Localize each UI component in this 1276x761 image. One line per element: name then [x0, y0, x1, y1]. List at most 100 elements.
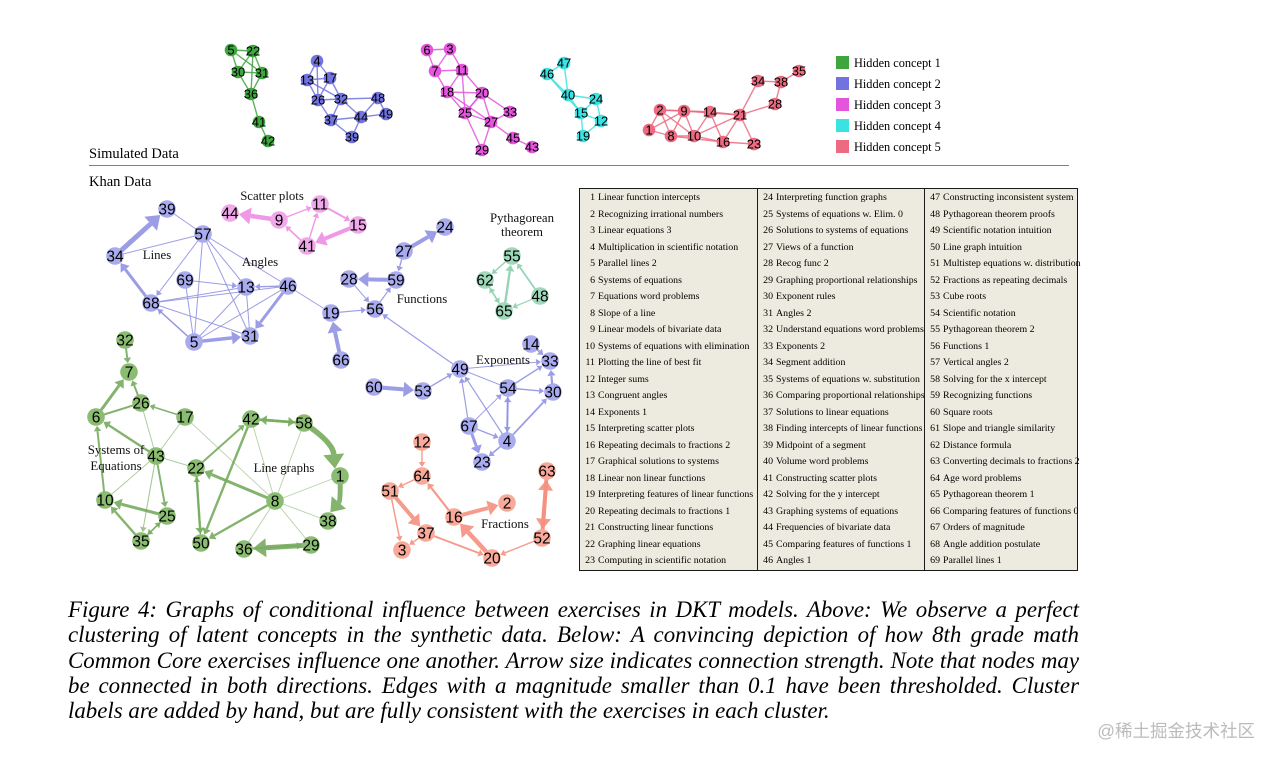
svg-text:62: 62	[476, 273, 493, 290]
svg-text:54: 54	[499, 381, 517, 398]
svg-text:27: 27	[395, 244, 412, 261]
svg-text:6: 6	[423, 43, 430, 58]
svg-text:56: 56	[366, 302, 383, 319]
svg-text:38: 38	[774, 75, 788, 90]
svg-text:28: 28	[768, 97, 782, 112]
svg-text:48: 48	[371, 91, 385, 106]
svg-text:68: 68	[142, 296, 159, 313]
svg-text:7: 7	[431, 64, 438, 79]
svg-text:57: 57	[194, 227, 211, 244]
svg-text:39: 39	[158, 202, 175, 219]
svg-text:22: 22	[246, 44, 260, 59]
svg-text:14: 14	[703, 105, 717, 120]
svg-text:49: 49	[451, 362, 468, 379]
svg-text:27: 27	[484, 115, 498, 130]
svg-text:60: 60	[365, 380, 383, 397]
svg-text:30: 30	[544, 385, 562, 402]
svg-text:42: 42	[242, 412, 259, 429]
svg-text:Equations: Equations	[90, 459, 141, 473]
svg-text:42: 42	[261, 134, 275, 149]
svg-text:45: 45	[506, 131, 520, 146]
svg-text:67: 67	[460, 419, 477, 436]
svg-text:Systems of: Systems of	[88, 443, 145, 457]
svg-text:65: 65	[495, 304, 512, 321]
svg-text:Pythagorean: Pythagorean	[490, 211, 555, 225]
svg-text:4: 4	[503, 434, 512, 451]
svg-text:17: 17	[323, 71, 337, 86]
svg-text:11: 11	[312, 197, 328, 214]
svg-text:32: 32	[116, 333, 133, 350]
svg-text:36: 36	[244, 87, 258, 102]
svg-text:40: 40	[561, 88, 575, 103]
svg-text:Simulated Data: Simulated Data	[89, 146, 179, 162]
svg-text:2: 2	[656, 103, 663, 118]
svg-text:3: 3	[446, 42, 453, 57]
svg-text:1: 1	[645, 123, 652, 138]
svg-text:16: 16	[445, 510, 462, 527]
svg-text:17: 17	[176, 410, 193, 427]
svg-text:theorem: theorem	[501, 225, 543, 239]
svg-text:35: 35	[132, 534, 149, 551]
svg-text:46: 46	[540, 67, 554, 82]
svg-text:49: 49	[379, 107, 393, 122]
svg-text:44: 44	[221, 206, 239, 223]
svg-text:11: 11	[455, 63, 469, 78]
svg-text:37: 37	[417, 526, 434, 543]
svg-text:8: 8	[667, 129, 674, 144]
svg-text:6: 6	[92, 410, 101, 427]
svg-text:3: 3	[398, 543, 407, 560]
svg-text:37: 37	[324, 113, 338, 128]
svg-text:36: 36	[235, 542, 252, 559]
svg-text:15: 15	[574, 106, 588, 121]
svg-text:Fractions: Fractions	[481, 517, 529, 531]
svg-text:Hidden concept 5: Hidden concept 5	[854, 140, 941, 154]
svg-text:64: 64	[413, 469, 431, 486]
svg-text:52: 52	[533, 531, 550, 548]
svg-text:28: 28	[340, 272, 357, 289]
svg-text:14: 14	[522, 337, 540, 354]
svg-text:44: 44	[354, 110, 368, 125]
svg-text:9: 9	[680, 104, 687, 119]
svg-text:Line graphs: Line graphs	[254, 461, 315, 475]
svg-text:4: 4	[313, 54, 320, 69]
svg-text:53: 53	[414, 384, 431, 401]
svg-text:30: 30	[231, 65, 245, 80]
svg-text:29: 29	[475, 143, 489, 158]
svg-text:51: 51	[381, 484, 398, 501]
svg-text:48: 48	[531, 289, 548, 306]
svg-text:2: 2	[503, 496, 512, 513]
svg-text:16: 16	[716, 135, 730, 150]
svg-text:7: 7	[125, 365, 134, 382]
svg-text:12: 12	[594, 114, 608, 129]
svg-text:13: 13	[300, 73, 314, 88]
svg-text:20: 20	[475, 86, 489, 101]
svg-text:13: 13	[237, 280, 254, 297]
svg-text:23: 23	[747, 137, 761, 152]
svg-text:9: 9	[275, 213, 284, 230]
svg-text:41: 41	[252, 115, 266, 130]
svg-text:Scatter plots: Scatter plots	[240, 189, 304, 203]
svg-text:18: 18	[440, 85, 454, 100]
svg-text:32: 32	[334, 92, 348, 107]
svg-text:25: 25	[458, 106, 472, 121]
svg-text:33: 33	[503, 105, 517, 120]
svg-text:34: 34	[751, 74, 765, 89]
svg-text:26: 26	[311, 93, 325, 108]
svg-text:58: 58	[295, 416, 312, 433]
svg-text:22: 22	[187, 461, 204, 478]
svg-text:55: 55	[503, 249, 520, 266]
svg-text:19: 19	[322, 306, 339, 323]
svg-text:31: 31	[241, 329, 258, 346]
svg-text:Lines: Lines	[143, 248, 171, 262]
svg-text:63: 63	[538, 464, 555, 481]
svg-text:25: 25	[158, 509, 175, 526]
svg-text:41: 41	[298, 239, 315, 256]
svg-text:38: 38	[319, 514, 336, 531]
svg-text:47: 47	[557, 56, 571, 71]
svg-text:15: 15	[349, 218, 366, 235]
svg-text:8: 8	[271, 494, 280, 511]
svg-text:Hidden concept 1: Hidden concept 1	[854, 56, 941, 70]
svg-text:69: 69	[176, 273, 193, 290]
svg-text:1: 1	[336, 469, 345, 486]
svg-text:Hidden concept 3: Hidden concept 3	[854, 98, 941, 112]
